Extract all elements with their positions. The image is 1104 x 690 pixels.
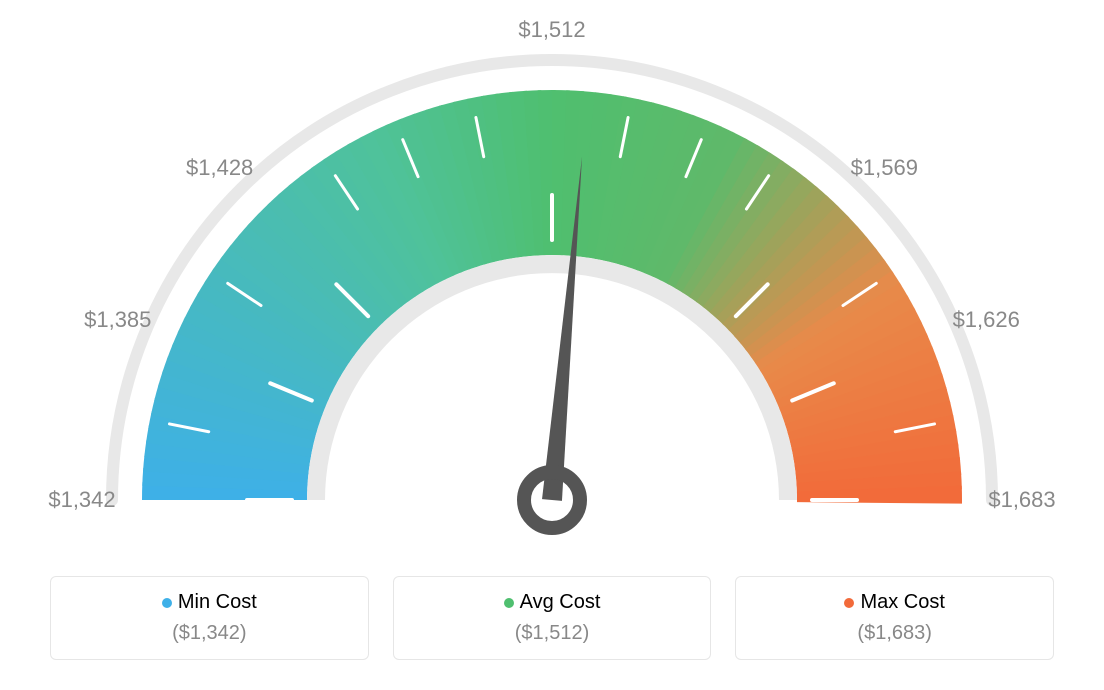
- gauge-tick-label: $1,428: [186, 155, 253, 181]
- gauge-area: $1,342 $1,385 $1,428 $1,512 $1,569 $1,626 $1,6…: [0, 0, 1104, 540]
- legend-item-avg: Avg Cost ($1,512): [393, 576, 712, 660]
- legend-dot-max: [844, 598, 854, 608]
- legend: Min Cost ($1,342) Avg Cost ($1,512) Max …: [50, 576, 1054, 660]
- legend-dot-avg: [504, 598, 514, 608]
- gauge-tick-label: $1,512: [518, 17, 585, 43]
- legend-value-min: ($1,342): [61, 622, 358, 645]
- legend-label-avg: Avg Cost: [404, 591, 701, 614]
- legend-item-max: Max Cost ($1,683): [735, 576, 1054, 660]
- legend-label-text-avg: Avg Cost: [520, 591, 601, 613]
- legend-dot-min: [162, 598, 172, 608]
- gauge-svg: [0, 0, 1104, 540]
- cost-gauge-chart: $1,342 $1,385 $1,428 $1,512 $1,569 $1,626 $1,6…: [0, 0, 1104, 690]
- gauge-tick-label: $1,569: [851, 155, 918, 181]
- legend-label-min: Min Cost: [61, 591, 358, 614]
- legend-label-text-max: Max Cost: [860, 591, 944, 613]
- gauge-tick-label: $1,342: [48, 487, 115, 513]
- gauge-tick-label: $1,626: [953, 307, 1020, 333]
- gauge-tick-label: $1,385: [84, 307, 151, 333]
- legend-label-text-min: Min Cost: [178, 591, 257, 613]
- legend-item-min: Min Cost ($1,342): [50, 576, 369, 660]
- gauge-tick-label: $1,683: [988, 487, 1055, 513]
- legend-label-max: Max Cost: [746, 591, 1043, 614]
- legend-value-avg: ($1,512): [404, 622, 701, 645]
- legend-value-max: ($1,683): [746, 622, 1043, 645]
